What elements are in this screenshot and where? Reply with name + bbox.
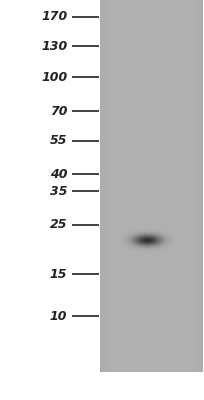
Text: 15: 15 xyxy=(50,268,67,280)
Text: 35: 35 xyxy=(50,185,67,198)
Text: 40: 40 xyxy=(50,168,67,180)
Text: 70: 70 xyxy=(50,105,67,118)
Text: 25: 25 xyxy=(50,218,67,231)
Text: 10: 10 xyxy=(50,310,67,322)
Text: 130: 130 xyxy=(41,40,67,52)
Text: 55: 55 xyxy=(50,134,67,147)
Text: 100: 100 xyxy=(41,71,67,84)
Text: 170: 170 xyxy=(41,10,67,23)
